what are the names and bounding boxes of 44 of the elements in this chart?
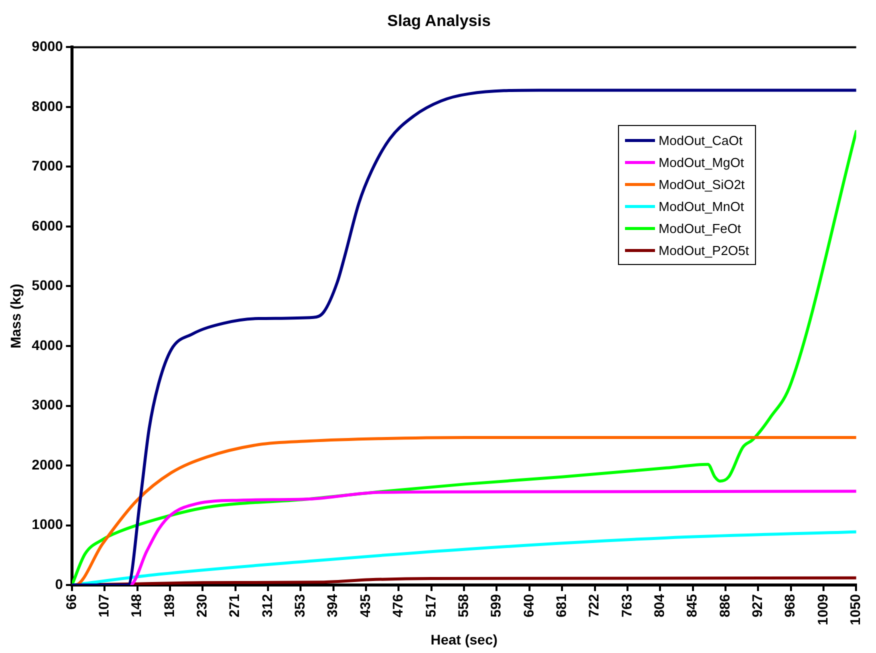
x-tick-label: 558	[454, 594, 471, 618]
y-tick-label: 9000	[32, 38, 64, 54]
legend-label: ModOut_P2O5t	[658, 242, 749, 258]
x-tick-label: 1009	[814, 594, 830, 626]
x-tick-label: 886	[716, 594, 732, 618]
y-tick-label: 2000	[32, 456, 64, 472]
x-tick-label: 763	[618, 594, 634, 618]
legend-label: ModOut_CaOt	[658, 132, 742, 148]
x-tick-label: 353	[292, 594, 308, 618]
x-tick-label: 804	[650, 594, 667, 618]
y-tick-label: 3000	[32, 396, 64, 413]
x-tick-label: 394	[324, 594, 340, 618]
x-tick-label: 435	[356, 594, 373, 618]
y-tick-label: 8000	[32, 98, 64, 114]
x-tick-label: 968	[782, 594, 798, 618]
legend-label: ModOut_SiO2t	[658, 176, 745, 192]
y-tick-label: 7000	[32, 158, 64, 174]
x-tick-label: 148	[128, 594, 144, 618]
x-tick-label: 599	[488, 594, 504, 618]
x-tick-label: 107	[95, 594, 112, 618]
x-tick-label: 722	[586, 594, 602, 618]
x-tick-label: 312	[258, 594, 275, 618]
x-tick-label: 927	[749, 594, 766, 618]
y-tick-label: 5000	[32, 277, 64, 294]
legend-label: ModOut_MgOt	[658, 154, 744, 170]
legend-label: ModOut_FeOt	[658, 220, 742, 236]
x-tick-label: 640	[520, 594, 536, 618]
x-tick-label: 517	[422, 594, 438, 618]
x-tick-label: 1050	[847, 594, 864, 626]
x-tick-label: 681	[552, 594, 569, 618]
x-tick-label: 66	[62, 594, 79, 610]
y-tick-label: 0	[55, 576, 64, 592]
x-tick-label: 230	[194, 594, 210, 618]
x-tick-label: 271	[226, 594, 242, 618]
y-tick-label: 6000	[32, 217, 64, 234]
x-axis-title: Heat (sec)	[430, 631, 498, 648]
y-tick-label: 1000	[32, 516, 64, 532]
x-tick-label: 845	[684, 594, 700, 618]
legend-label: ModOut_MnOt	[658, 198, 744, 214]
chart-title: Slag Analysis	[387, 13, 491, 30]
y-tick-label: 4000	[32, 336, 64, 353]
y-axis-title: Mass (kg)	[7, 284, 24, 348]
x-tick-label: 476	[390, 594, 406, 618]
x-tick-label: 189	[160, 594, 177, 618]
